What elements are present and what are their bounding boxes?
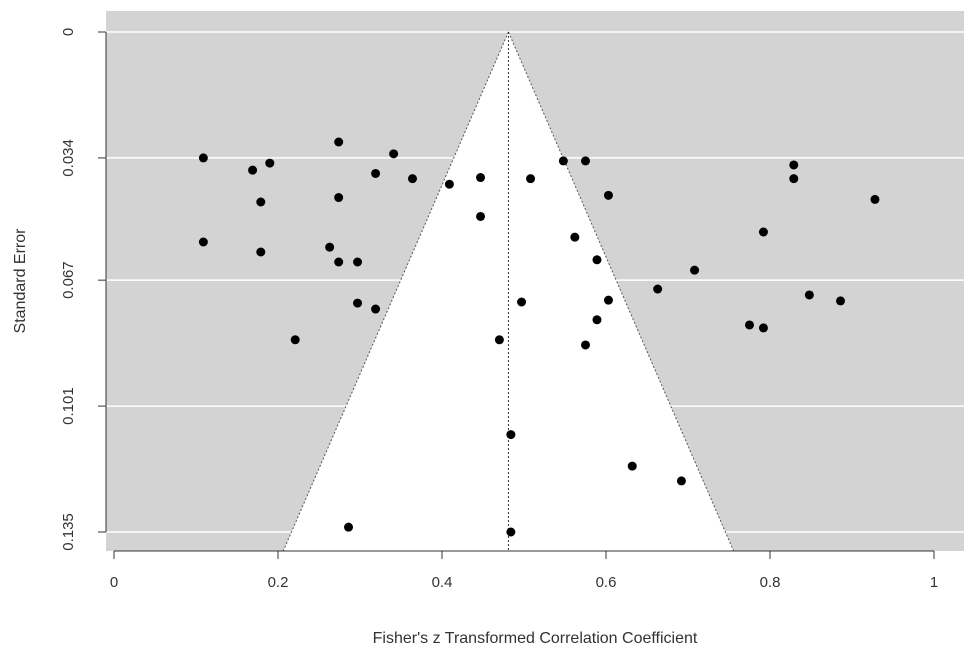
data-point-35 [836,296,846,306]
data-point-44 [344,522,354,532]
data-point-43 [676,476,686,486]
data-point-5 [334,193,344,203]
data-point-28 [690,265,700,275]
y-tick-label-3: 0.101 [60,387,77,425]
data-point-0 [198,153,208,163]
data-point-21 [325,242,335,252]
funnel-region [283,32,734,551]
y-tick-label-0: 0 [60,28,77,36]
data-point-2 [265,158,275,168]
data-point-24 [353,298,363,308]
x-tick-label-4: 0.8 [760,574,781,591]
data-point-7 [389,149,399,159]
y-tick-label-1: 0.034 [60,139,77,177]
data-point-11 [476,211,486,221]
y-tick-label-4: 0.135 [60,513,77,551]
data-point-32 [517,297,527,307]
data-point-1 [248,165,258,175]
data-point-30 [653,284,663,294]
y-axis: 0 0.034 0.067 0.101 0.135 [60,28,107,551]
data-point-12 [526,174,536,184]
x-axis-title: Fisher's z Transformed Correlation Coeff… [373,630,698,647]
data-point-36 [745,320,754,330]
x-tick-label-5: 1 [930,574,938,591]
data-point-4 [334,137,344,147]
data-point-22 [334,257,344,267]
data-point-34 [804,290,814,300]
y-tick-label-2: 0.067 [60,261,77,299]
data-point-18 [870,194,880,204]
x-tick-label-1: 0.2 [268,574,289,591]
data-point-39 [494,335,504,345]
data-point-17 [789,174,799,184]
data-point-20 [256,247,266,257]
data-point-8 [407,174,417,184]
y-axis-title: Standard Error [12,228,29,334]
x-tick-label-0: 0 [110,574,118,591]
data-point-14 [581,156,590,166]
data-point-3 [256,197,266,207]
x-tick-label-2: 0.4 [432,574,453,591]
data-point-31 [603,295,613,305]
data-point-19 [198,237,208,247]
data-point-41 [506,430,516,440]
data-point-25 [371,304,381,314]
data-point-29 [758,227,768,237]
data-point-15 [603,190,613,200]
data-point-16 [789,160,799,170]
data-point-23 [353,257,363,267]
data-point-45 [506,527,516,537]
data-point-37 [758,323,768,333]
data-point-9 [444,179,454,189]
data-point-10 [476,173,486,183]
data-point-40 [581,340,590,350]
data-point-27 [592,255,602,265]
data-point-42 [627,461,637,471]
data-points [198,137,880,537]
data-point-38 [290,335,300,345]
data-point-33 [592,315,602,325]
x-axis: 0 0.2 0.4 0.6 0.8 1 [110,550,938,591]
x-tick-label-3: 0.6 [596,574,617,591]
data-point-13 [558,156,568,166]
data-point-26 [570,232,580,242]
data-point-6 [371,168,381,178]
